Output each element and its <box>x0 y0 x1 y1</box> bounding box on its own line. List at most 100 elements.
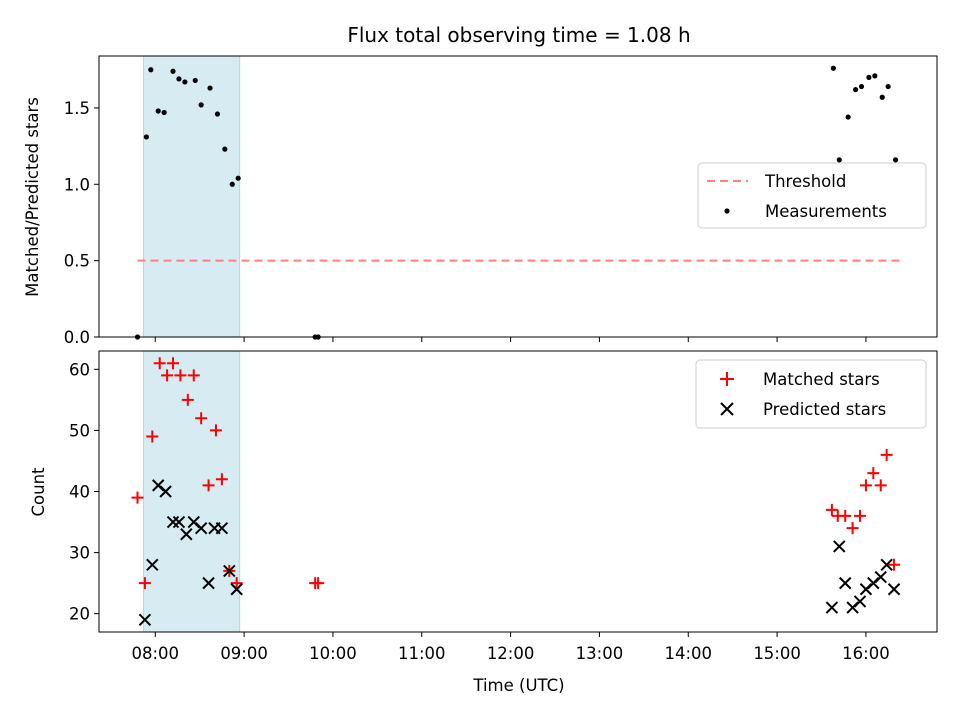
matched-star-point <box>215 473 228 486</box>
measurement-point <box>198 102 204 108</box>
x-tick-label: 09:00 <box>220 644 268 663</box>
matched-star-point <box>839 509 852 522</box>
measurement-point <box>214 111 221 117</box>
top-y-tick-label: 0.5 <box>64 252 90 271</box>
x-tick-label: 10:00 <box>309 644 357 663</box>
measurement-point <box>852 86 859 93</box>
matched-star-point <box>181 393 194 406</box>
predicted-star-point <box>180 528 193 541</box>
matched-star-point <box>846 522 859 535</box>
bottom-legend-box <box>695 359 927 429</box>
legend-measurements-label: Measurements <box>765 202 887 221</box>
top-legend: Threshold Measurements <box>697 162 927 229</box>
matched-star-point <box>859 479 872 492</box>
measurement-point <box>872 73 878 79</box>
predicted-star-point <box>230 583 243 596</box>
top-panel: 0.0 0.5 1.0 1.5 Matched/Predicted stars Thr… <box>23 55 938 347</box>
legend-predicted-label: Predicted stars <box>763 400 886 419</box>
matched-star-point <box>138 577 151 590</box>
legend-predicted-swatch <box>720 402 734 416</box>
chart-title: Flux total observing time = 1.08 h <box>347 23 690 47</box>
bottom-y-tick-label: 30 <box>69 544 90 563</box>
predicted-star-point <box>874 570 887 584</box>
measurements-layer <box>134 65 899 340</box>
predicted-star-point <box>880 558 893 572</box>
measurement-point <box>155 108 161 114</box>
matched-star-point <box>880 448 893 461</box>
measurement-point <box>229 181 235 187</box>
measurement-point <box>858 83 865 90</box>
measurement-point <box>836 157 842 163</box>
measurement-point <box>192 77 198 84</box>
top-y-axis-label: Matched/Predicted stars <box>23 97 42 297</box>
top-y-tick-label: 1.0 <box>64 175 90 194</box>
predicted-star-point <box>172 515 186 529</box>
top-axes-frame <box>98 55 938 338</box>
measurement-point <box>176 76 182 82</box>
top-y-axis: 0.0 0.5 1.0 1.5 <box>64 99 99 347</box>
bottom-axes-frame <box>98 350 938 633</box>
matched-star-point <box>854 509 867 522</box>
measurement-point <box>161 109 167 116</box>
legend-threshold-label: Threshold <box>764 172 846 191</box>
legend-matched-swatch <box>720 372 734 386</box>
measurement-point <box>148 67 154 73</box>
bottom-y-tick-label: 60 <box>69 360 90 379</box>
measurement-point <box>830 65 836 71</box>
measurement-point <box>866 74 872 80</box>
top-highlight-window <box>142 55 241 338</box>
matched-star-point <box>209 424 222 437</box>
matched-star-point <box>825 503 838 516</box>
measurement-point <box>892 157 899 163</box>
bottom-y-tick-label: 20 <box>69 605 90 624</box>
top-legend-box <box>697 162 927 229</box>
predicted-star-point <box>138 613 152 626</box>
predicted-star-point <box>833 540 846 553</box>
measurement-point <box>222 146 228 152</box>
bottom-highlight-window <box>142 350 241 633</box>
x-tick-label: 08:00 <box>131 644 179 663</box>
predicted-star-point <box>853 595 867 608</box>
top-y-tick-label: 1.5 <box>64 99 90 118</box>
bottom-legend: Matched stars Predicted stars <box>695 359 927 429</box>
matched-star-point <box>202 479 215 492</box>
matched-star-point <box>312 577 325 590</box>
measurement-point <box>170 68 176 74</box>
bottom-y-axis: 20 30 40 50 60 <box>69 360 99 624</box>
legend-measurements-swatch <box>724 208 730 214</box>
matched-star-point <box>187 369 200 382</box>
predicted-star-point <box>215 521 229 535</box>
matched-star-point <box>174 369 187 382</box>
measurement-point <box>207 85 213 91</box>
bottom-x-axis: 08:00 09:00 10:00 11:00 12:00 13:00 14:00 15:00… <box>131 632 890 663</box>
predicted-star-point <box>838 576 852 590</box>
matched-star-point <box>195 412 208 425</box>
bottom-y-tick-label: 50 <box>69 421 90 440</box>
measurement-point <box>182 79 188 85</box>
matched-star-point <box>230 577 243 590</box>
legend-matched-label: Matched stars <box>763 370 880 389</box>
measurement-point <box>143 134 149 140</box>
matched-star-point <box>874 479 887 492</box>
matched-star-point <box>153 357 166 370</box>
x-tick-label: 15:00 <box>753 644 801 663</box>
x-tick-label: 11:00 <box>398 644 446 663</box>
measurement-point <box>845 114 851 120</box>
x-tick-label: 13:00 <box>576 644 624 663</box>
matched-star-point <box>146 430 159 443</box>
top-y-tick-label: 0.0 <box>64 328 90 347</box>
x-axis-label: Time (UTC) <box>472 676 564 695</box>
bottom-panel: 20 30 40 50 60 08:00 09:00 10:00 11:00 12:00 13:0… <box>29 350 938 695</box>
predicted-star-point <box>194 521 208 535</box>
top-x-axis <box>154 337 867 342</box>
predicted-star-point <box>223 564 236 578</box>
bottom-y-tick-label: 40 <box>69 483 90 502</box>
predicted-star-point <box>146 558 159 572</box>
predicted-star-point <box>825 601 839 614</box>
bottom-y-axis-label: Count <box>29 467 48 517</box>
measurement-point <box>879 94 885 100</box>
predicted-star-point <box>887 583 901 596</box>
matched-star-point <box>867 467 880 480</box>
measurement-point <box>235 175 241 181</box>
